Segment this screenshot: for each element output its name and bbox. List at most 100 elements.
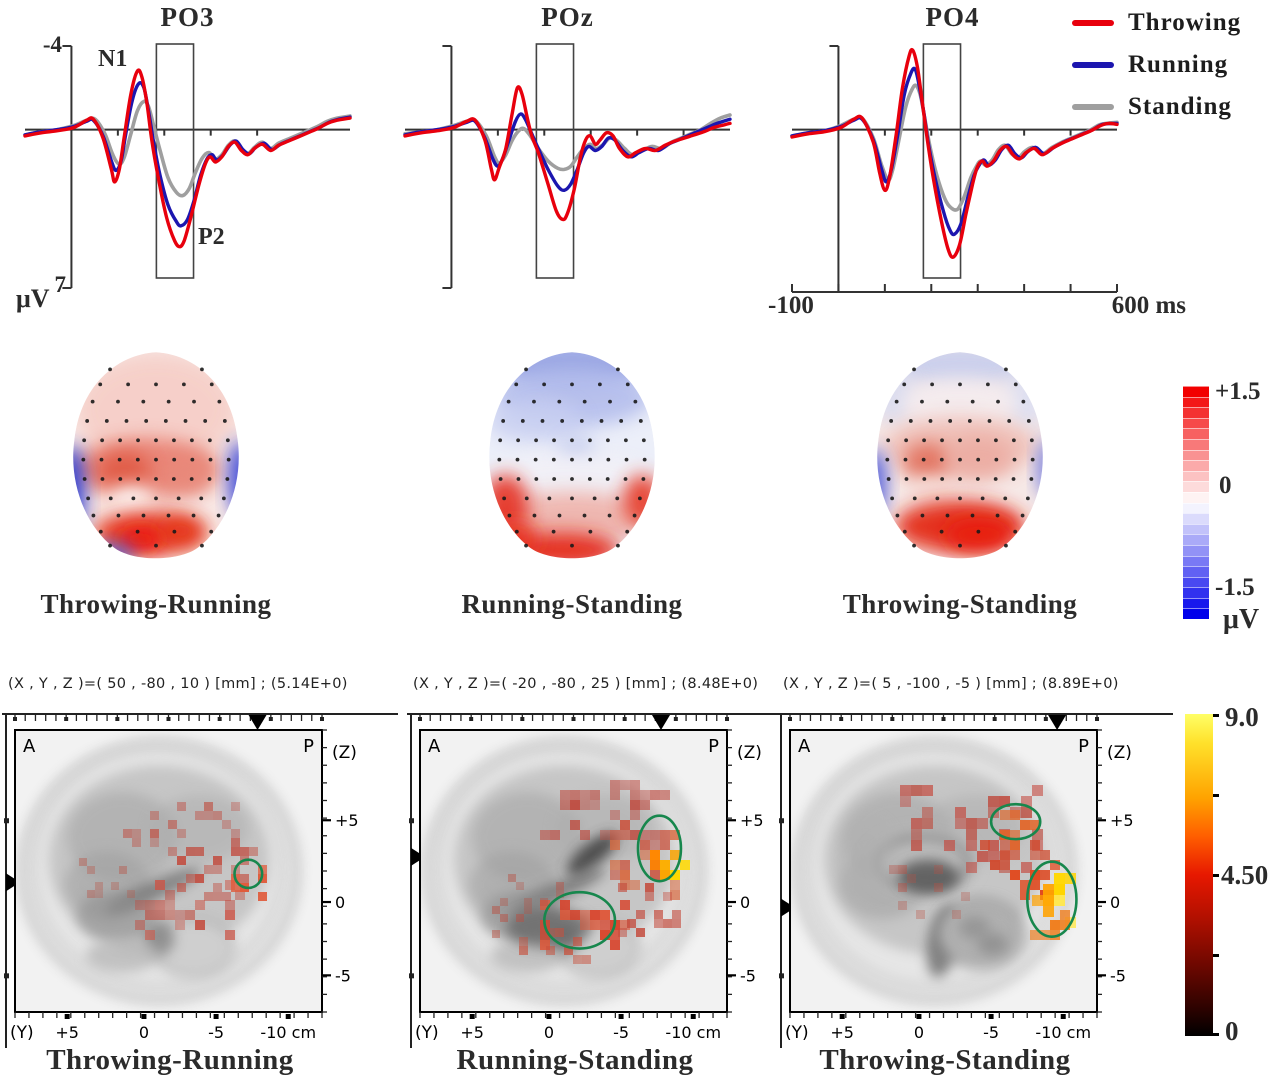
activation-voxel (1060, 910, 1070, 920)
legend-label-throwing: Throwing (1128, 9, 1242, 36)
erp-y-axis-unit: μV (16, 284, 50, 313)
y-position-marker-icon (1048, 715, 1067, 730)
activation-voxel (1054, 873, 1065, 884)
activation-voxel (1054, 895, 1065, 906)
z-tick-label: 0 (740, 893, 750, 912)
topomap-label-running-standing: Running-Standing (461, 589, 683, 619)
activation-voxel (1010, 870, 1020, 880)
activation-voxel (610, 930, 620, 940)
z-tick-label: 0 (1110, 893, 1120, 912)
topomap-label-throwing-running: Throwing-Running (40, 589, 272, 619)
activation-voxel (650, 830, 660, 840)
activation-voxel (249, 847, 258, 856)
colorbar-segment (1183, 449, 1209, 461)
activation-voxel (570, 800, 580, 810)
erp-plot-po3 (23, 43, 352, 289)
electrode-dots (81, 367, 231, 548)
activation-voxel (555, 928, 564, 937)
colorbar-segment (1183, 544, 1209, 556)
colorbar-segment (1183, 491, 1209, 503)
z-position-marker-icon (781, 898, 795, 917)
erp-y-axis-bottom-label: 7 (54, 272, 67, 297)
posterior-label: P (303, 736, 314, 757)
erp-series-standing (23, 99, 352, 198)
activation-voxel (195, 847, 204, 856)
activation-voxel (911, 818, 922, 829)
topo-head (877, 352, 1043, 559)
activation-voxel (654, 919, 663, 928)
activation-voxel (907, 874, 916, 883)
activation-voxel (650, 790, 660, 800)
activation-voxel (1030, 850, 1040, 860)
activation-voxel (560, 900, 570, 910)
activation-voxel (922, 807, 933, 818)
colorbar-segment (1183, 555, 1209, 567)
activation-voxel (898, 901, 907, 910)
activation-voxel (231, 883, 240, 892)
activation-voxel (672, 910, 681, 919)
activation-voxel (546, 928, 555, 937)
activation-voxel (966, 818, 977, 829)
activation-voxel (590, 800, 600, 810)
activation-voxel (977, 818, 988, 829)
activation-voxel (580, 800, 590, 810)
topomap-throwing-standing (877, 352, 1043, 559)
roi-circle (1026, 860, 1078, 939)
y-axis-label: (Y) (10, 1023, 34, 1043)
activation-voxel (660, 870, 670, 880)
activation-voxel (175, 910, 185, 920)
activation-voxel (1000, 830, 1010, 840)
activation-voxel (165, 910, 175, 920)
activation-voxel (135, 920, 145, 930)
hot-tick (1213, 954, 1219, 957)
activation-voxel (1020, 890, 1030, 900)
activation-voxel (627, 919, 636, 928)
activation-voxel (79, 858, 87, 866)
activation-voxel (999, 796, 1010, 807)
activation-voxel (550, 830, 560, 840)
activation-voxel (889, 865, 898, 874)
activation-voxel (1020, 880, 1030, 890)
activation-voxel (580, 910, 590, 920)
activation-voxel (235, 890, 245, 900)
activation-voxel (1030, 820, 1040, 830)
activation-voxel (540, 930, 550, 940)
activation-voxel (620, 860, 630, 870)
activation-voxel (225, 930, 235, 940)
activation-voxel (1021, 796, 1032, 807)
activation-voxel (155, 880, 165, 890)
activation-voxel (610, 830, 620, 840)
activation-voxel (1030, 930, 1040, 940)
colorbar-segment (1183, 417, 1209, 429)
activation-voxel (560, 800, 570, 810)
activation-voxel (123, 829, 132, 838)
activation-voxel (988, 796, 999, 807)
activation-voxel (988, 840, 999, 851)
activation-voxel (590, 920, 600, 930)
z-axis-label: (Z) (737, 743, 762, 763)
colorbar-segment (1183, 576, 1209, 588)
activation-voxel (204, 802, 213, 811)
activation-voxel (204, 865, 213, 874)
legend-item-throwing: Throwing (1072, 2, 1241, 44)
activation-voxel (132, 838, 141, 847)
activation-voxel (620, 920, 630, 930)
activation-voxel (900, 785, 911, 796)
activation-voxel (630, 880, 640, 890)
hot-tick (1213, 794, 1219, 797)
activation-voxel (1010, 830, 1020, 840)
slice-caption-throwing-running: Throwing-Running (46, 1044, 294, 1076)
activation-voxel (546, 946, 555, 955)
roi-circle (989, 802, 1042, 841)
activation-voxel (911, 785, 922, 796)
activation-voxel (922, 818, 933, 829)
activation-voxel (590, 790, 600, 800)
topo-head (73, 352, 239, 559)
activation-voxel (618, 928, 627, 937)
activation-voxel (556, 890, 564, 898)
activation-voxel (955, 807, 966, 818)
activation-voxel (630, 810, 640, 820)
activation-voxel (564, 946, 573, 955)
erp-p2-peak-label: P2 (198, 224, 225, 250)
electrode-dots (497, 367, 647, 548)
